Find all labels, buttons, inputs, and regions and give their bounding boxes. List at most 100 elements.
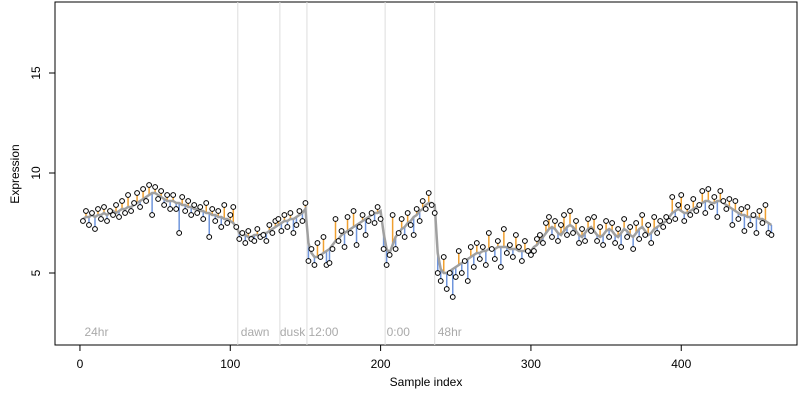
data-point	[392, 246, 399, 252]
data-point	[633, 220, 640, 226]
data-point	[720, 198, 727, 204]
data-point	[702, 210, 709, 216]
annotation: dusk	[280, 325, 306, 339]
data-point	[428, 202, 435, 208]
data-point	[443, 286, 450, 292]
data-point	[491, 256, 498, 262]
data-point	[678, 192, 685, 198]
data-point	[329, 246, 336, 252]
data-point	[506, 242, 513, 248]
data-point	[410, 232, 417, 238]
data-point	[317, 254, 324, 260]
data-point	[585, 216, 591, 222]
data-point	[233, 224, 240, 230]
x-tick-label: 400	[671, 357, 691, 371]
data-point	[537, 232, 543, 238]
data-point	[519, 258, 525, 264]
data-point	[107, 208, 113, 214]
data-point	[705, 186, 712, 192]
data-point	[158, 188, 165, 194]
data-point	[525, 248, 531, 254]
data-point	[654, 230, 661, 236]
data-point	[197, 204, 204, 210]
data-point	[494, 238, 501, 244]
data-point	[744, 204, 751, 210]
data-point	[122, 210, 128, 216]
data-point	[299, 218, 306, 224]
data-point	[696, 202, 703, 208]
data-point	[119, 198, 125, 204]
data-point	[485, 230, 492, 236]
data-point	[260, 232, 267, 238]
data-point	[675, 202, 682, 208]
data-point	[516, 244, 522, 250]
y-tick-label: 10	[29, 166, 43, 180]
data-point	[576, 240, 582, 246]
data-point	[146, 182, 153, 188]
data-point	[452, 274, 459, 280]
data-point	[326, 260, 333, 266]
data-point	[212, 218, 219, 224]
data-point	[657, 218, 664, 224]
data-point	[203, 200, 210, 206]
data-point	[546, 214, 552, 220]
data-point	[362, 232, 369, 238]
data-point	[254, 226, 261, 232]
data-point	[194, 210, 201, 216]
annotation: 0:00	[387, 325, 411, 339]
data-point	[582, 238, 588, 244]
y-tick-label: 5	[29, 269, 43, 276]
data-point	[500, 226, 507, 232]
data-point	[200, 216, 207, 222]
data-point	[170, 192, 177, 198]
data-point	[164, 192, 171, 198]
data-point	[455, 248, 462, 254]
data-point	[83, 208, 89, 214]
data-point	[597, 224, 603, 230]
data-point	[672, 216, 679, 222]
data-point	[735, 216, 742, 222]
data-point	[497, 264, 504, 270]
data-point	[591, 214, 597, 220]
data-point	[320, 234, 327, 240]
data-point	[110, 212, 116, 218]
y-tick-label: 15	[29, 66, 43, 80]
data-point	[446, 270, 453, 276]
data-point	[239, 230, 246, 236]
data-point	[401, 234, 408, 240]
data-point	[305, 258, 312, 264]
data-point	[422, 206, 429, 212]
data-point	[263, 238, 270, 244]
data-point	[522, 238, 528, 244]
data-point	[344, 214, 351, 220]
x-tick-label: 300	[521, 357, 541, 371]
x-tick-label: 100	[220, 357, 240, 371]
data-point	[176, 230, 183, 236]
data-point	[224, 220, 231, 226]
data-point	[80, 218, 86, 224]
data-point	[149, 212, 156, 218]
data-point	[717, 188, 724, 194]
data-point	[482, 262, 489, 268]
data-point	[137, 204, 143, 210]
y-axis-label: Expression	[8, 144, 22, 203]
data-point	[128, 208, 134, 214]
data-point	[350, 208, 357, 214]
data-point	[594, 238, 600, 244]
data-point	[732, 198, 739, 204]
data-point	[579, 226, 585, 232]
data-point	[140, 186, 146, 192]
data-point	[555, 238, 561, 244]
data-point	[347, 230, 354, 236]
data-point	[398, 216, 405, 222]
data-point	[308, 246, 315, 252]
data-point	[759, 220, 766, 226]
data-point	[618, 244, 625, 250]
data-point	[269, 230, 276, 236]
data-point	[768, 232, 775, 238]
data-point	[242, 240, 249, 246]
data-point	[275, 216, 282, 222]
data-point	[467, 244, 474, 250]
data-point	[747, 222, 754, 228]
